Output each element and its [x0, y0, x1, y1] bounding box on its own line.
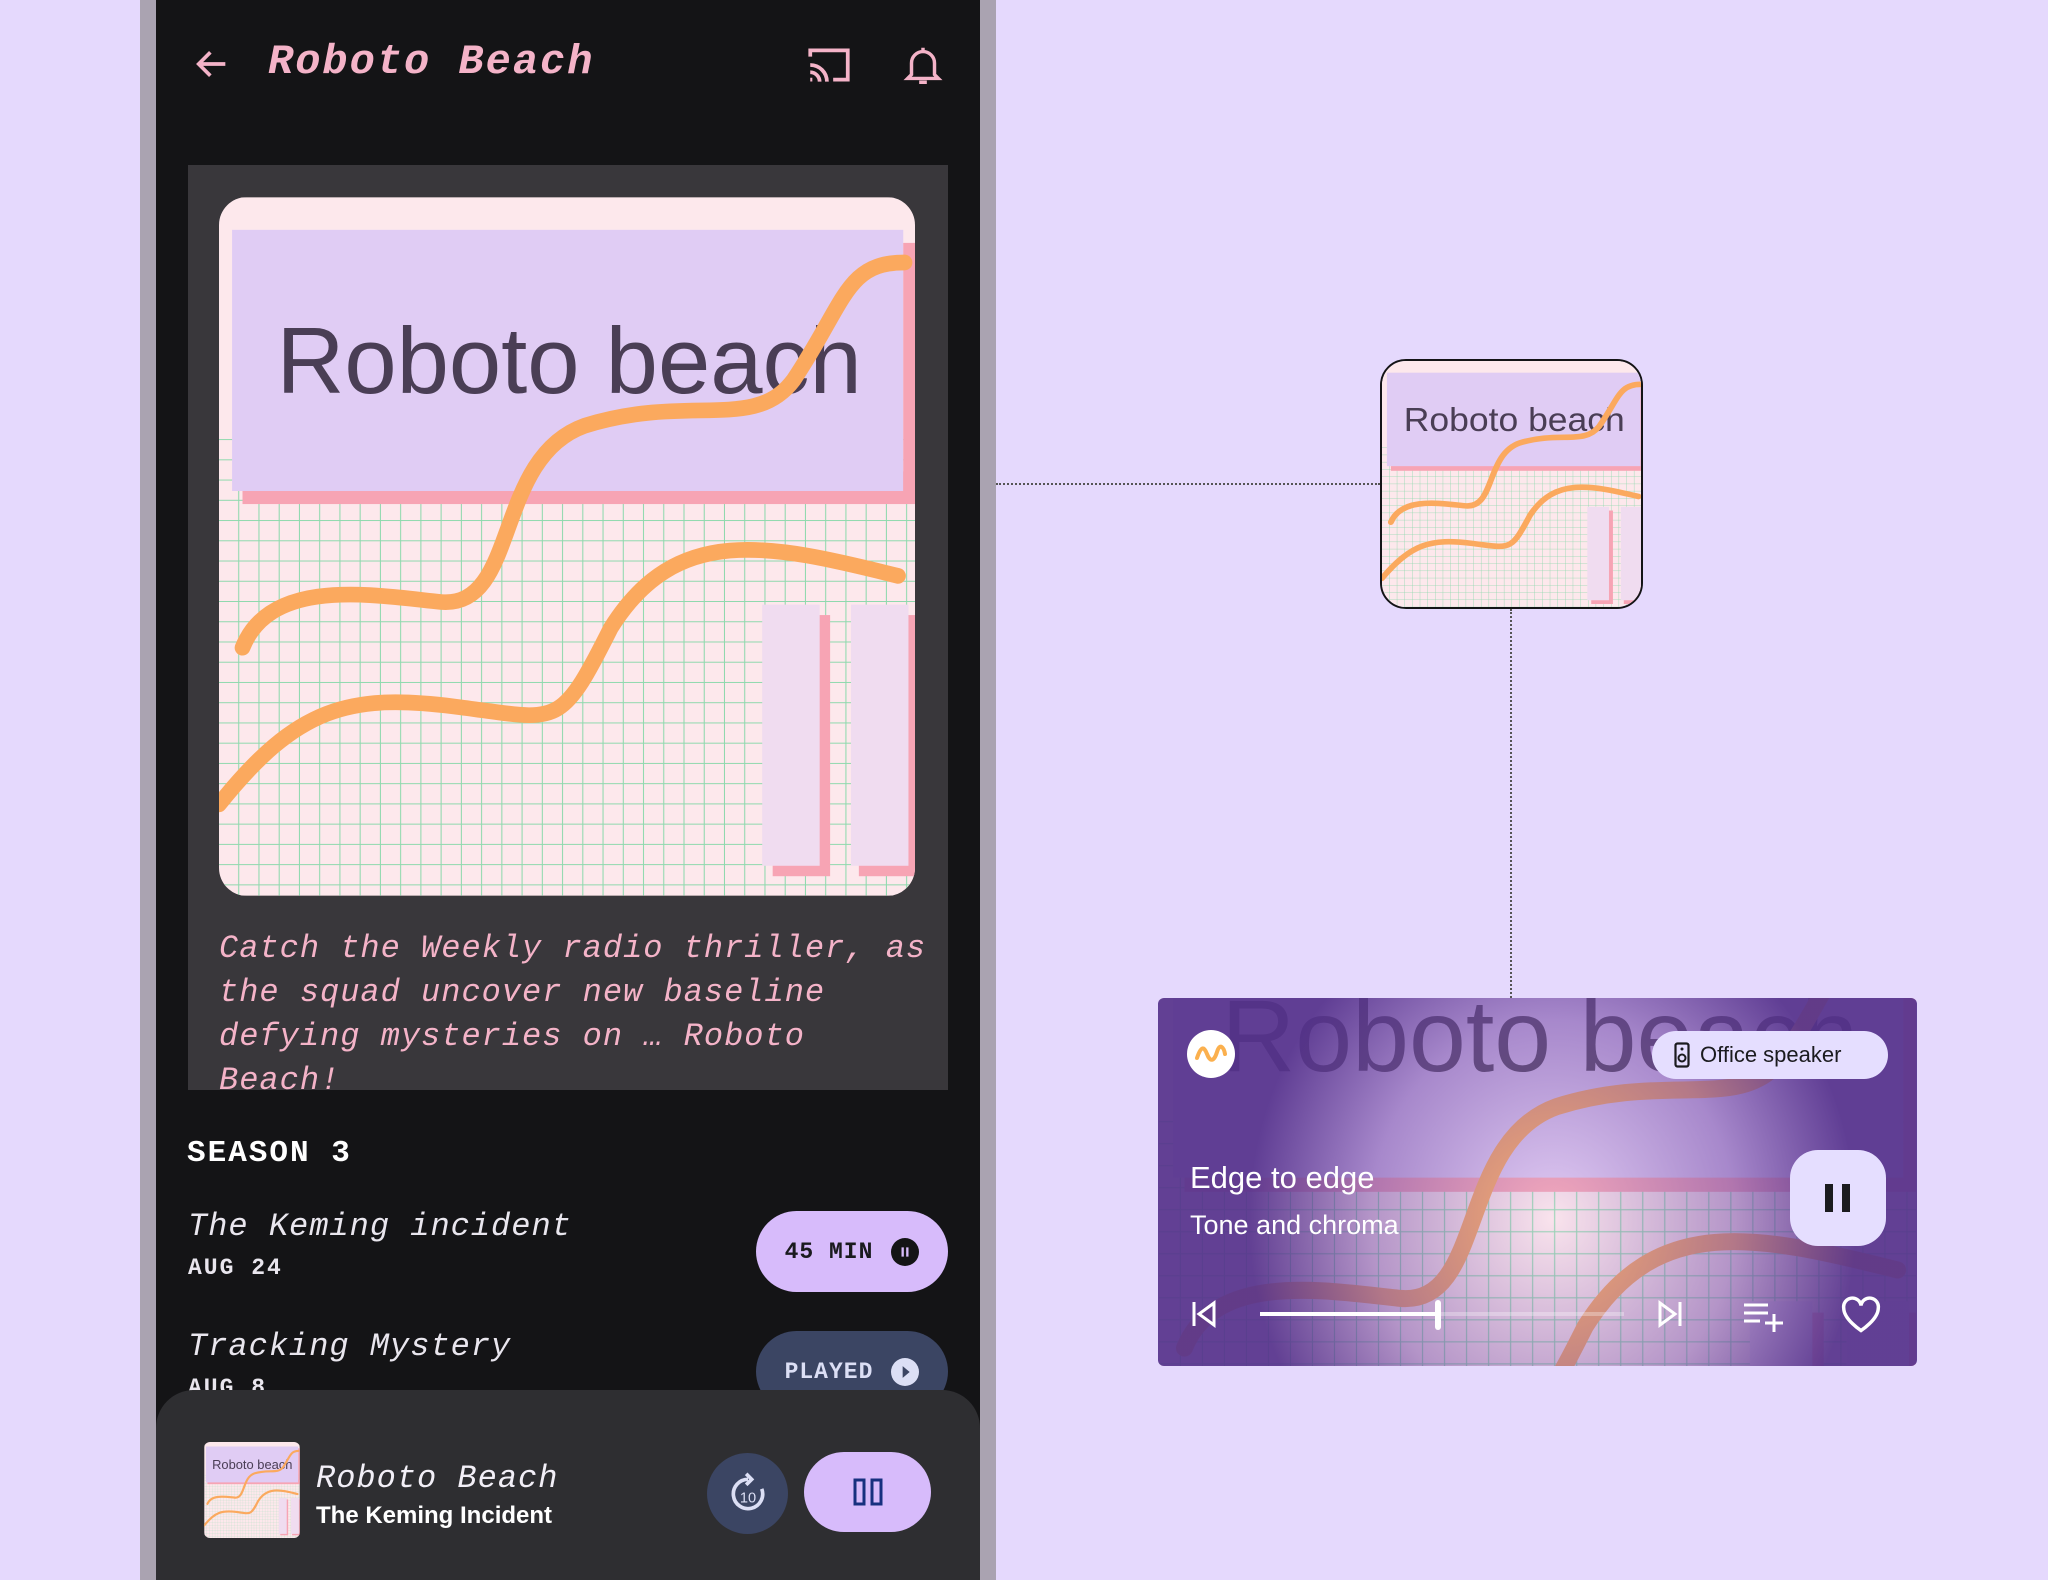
app-icon-preview: [1380, 359, 1643, 609]
playlist-add-icon: [1744, 1303, 1783, 1332]
cast-button[interactable]: [804, 40, 854, 90]
mini-player-title: Roboto Beach: [316, 1460, 559, 1497]
duration-label: 45 MIN: [784, 1238, 874, 1265]
device-frame-right: [980, 0, 996, 1580]
podcast-description: Catch the Weekly radio thriller, as the …: [219, 930, 927, 1099]
wave-logo-icon: [1187, 1030, 1235, 1078]
connector-line: [1510, 609, 1512, 998]
mini-player-subtitle: The Keming Incident: [316, 1502, 553, 1529]
back-button[interactable]: [192, 44, 232, 84]
track-subtitle: Tone and chroma: [1190, 1210, 1399, 1240]
season-heading: SEASON 3: [187, 1136, 352, 1171]
bell-icon: [903, 47, 943, 84]
pause-circle-icon: [891, 1237, 920, 1266]
progress-thumb[interactable]: [1435, 1300, 1442, 1330]
cast-icon: [808, 48, 850, 82]
skip-next-button[interactable]: [1656, 1300, 1682, 1328]
track-title: Edge to edge: [1190, 1160, 1375, 1195]
podcast-card: Catch the Weekly radio thriller, as the …: [188, 165, 948, 1099]
mini-player[interactable]: Roboto Beach The Keming Incident 10: [156, 1390, 980, 1580]
connector-line: [996, 483, 1380, 485]
page-title: Roboto Beach: [268, 38, 595, 86]
add-to-queue-button[interactable]: [1744, 1302, 1784, 1332]
pause-button[interactable]: [1790, 1150, 1886, 1246]
media-widget[interactable]: Office speaker Edge to edge Tone and chr…: [1158, 998, 1917, 1366]
device-name: Office speaker: [1700, 1042, 1842, 1067]
output-device-chip[interactable]: Office speaker: [1652, 1031, 1888, 1079]
episode-date: AUG 24: [188, 1255, 283, 1281]
favorite-button[interactable]: [1840, 1296, 1882, 1334]
episode-item[interactable]: The Keming incident AUG 24: [188, 1208, 948, 1281]
episode-duration-button[interactable]: 45 MIN: [756, 1211, 948, 1292]
device-frame-left: [140, 0, 156, 1580]
replay-10-icon: 10: [731, 1472, 764, 1510]
arrow-left-icon: [196, 51, 226, 77]
pause-icon: [853, 1478, 882, 1506]
podcast-artwork: [219, 197, 915, 896]
skip-previous-button[interactable]: [1192, 1300, 1218, 1328]
episode-title: The Keming incident: [188, 1208, 572, 1245]
skip-next-icon: [1658, 1300, 1682, 1328]
played-label: PLAYED: [784, 1358, 874, 1385]
progress-slider[interactable]: [1260, 1300, 1624, 1330]
notifications-button[interactable]: [900, 40, 946, 90]
skip-previous-icon: [1192, 1300, 1216, 1328]
svg-text:10: 10: [739, 1490, 755, 1506]
replay-10-button[interactable]: 10: [707, 1453, 788, 1534]
episode-title: Tracking Mystery: [188, 1328, 512, 1365]
heart-icon: [1841, 1296, 1881, 1333]
mini-player-pause-button[interactable]: [804, 1452, 931, 1532]
play-circle-icon: [891, 1357, 920, 1386]
progress-fill: [1260, 1312, 1439, 1316]
mini-player-artwork: [204, 1442, 300, 1538]
phone-screen: Roboto Beach Catch the Weekly radio thri…: [156, 0, 980, 1580]
pause-icon: [1825, 1184, 1850, 1212]
speaker-icon: [1674, 1042, 1690, 1068]
